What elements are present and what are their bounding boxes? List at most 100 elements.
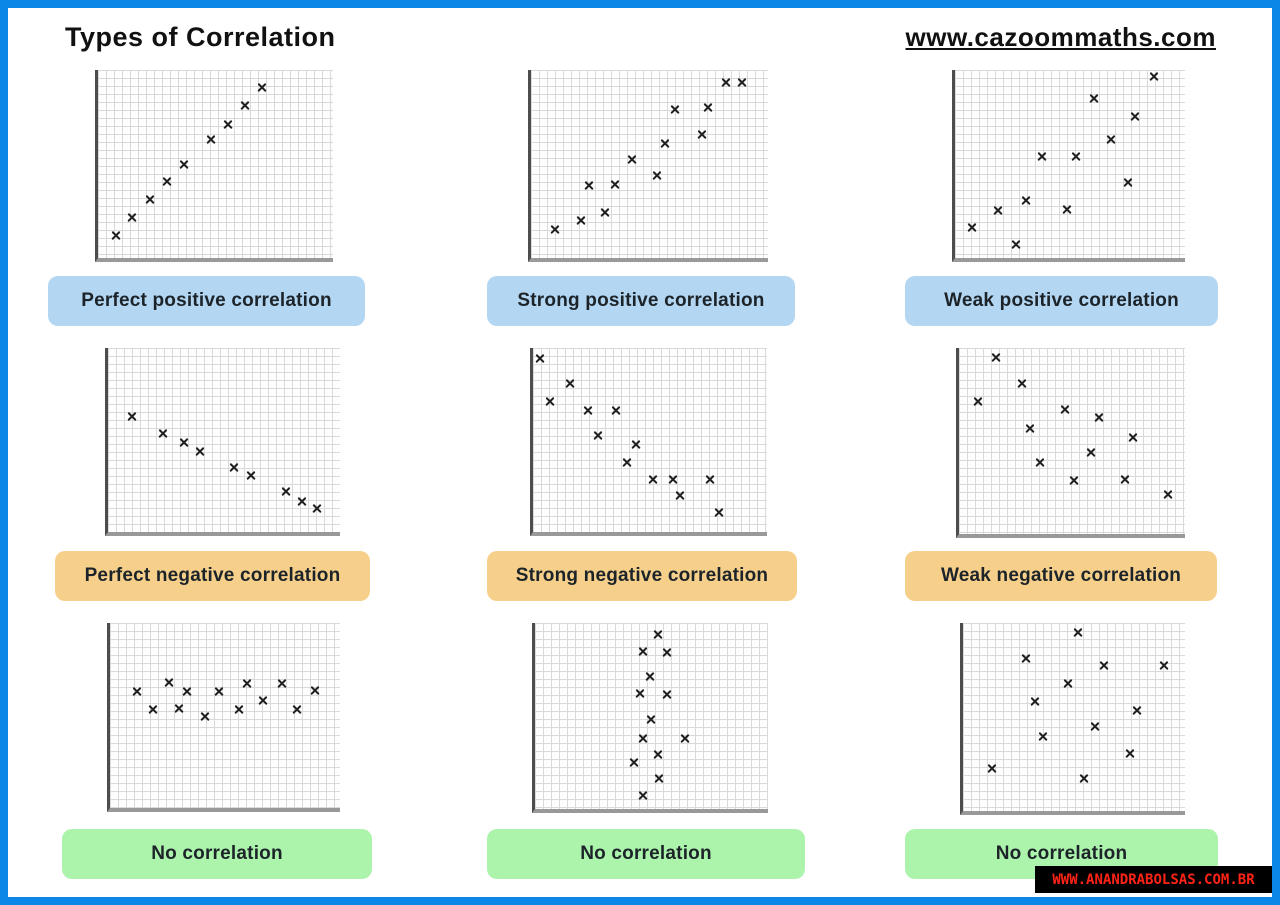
data-point-x-marker [1059,404,1070,415]
data-point-x-marker [634,688,645,699]
data-point-x-marker [246,470,257,481]
scatter-plot-perfect-positive [95,70,333,262]
data-point-x-marker [611,405,622,416]
label-perfect-positive: Perfect positive correlation [48,276,365,326]
data-point-x-marker [182,686,193,697]
data-point-x-marker [653,629,664,640]
label-strong-negative: Strong negative correlation [487,551,797,601]
data-point-x-marker [986,763,997,774]
data-point-x-marker [148,704,159,715]
data-point-x-marker [240,100,251,111]
data-point-x-marker [1094,412,1105,423]
data-point-x-marker [990,352,1001,363]
data-point-x-marker [609,179,620,190]
scatter-plot-weak-negative [956,348,1185,538]
data-point-x-marker [1070,151,1081,162]
data-point-x-marker [972,396,983,407]
data-point-x-marker [162,176,173,187]
data-point-x-marker [1163,489,1174,500]
data-point-x-marker [668,474,679,485]
label-no-correlation-2: No correlation [487,829,805,879]
data-point-x-marker [967,222,978,233]
data-point-x-marker [1123,177,1134,188]
data-point-x-marker [584,180,595,191]
scatter-plot-no-correlation-1 [107,623,340,812]
data-point-x-marker [637,790,648,801]
data-point-x-marker [1149,71,1160,82]
data-point-x-marker [214,686,225,697]
data-point-x-marker [535,353,546,364]
data-point-x-marker [205,134,216,145]
data-point-x-marker [1034,457,1045,468]
data-point-x-marker [582,405,593,416]
scatter-plot-no-correlation-2 [532,623,768,813]
data-point-x-marker [992,205,1003,216]
data-point-x-marker [653,749,664,760]
data-point-x-marker [1089,93,1100,104]
data-point-x-marker [131,686,142,697]
data-point-x-marker [1120,474,1131,485]
data-point-x-marker [637,733,648,744]
scatter-plot-no-correlation-3 [960,623,1185,815]
data-point-x-marker [194,446,205,457]
data-point-x-marker [174,703,185,714]
data-point-x-marker [564,378,575,389]
data-point-x-marker [1010,239,1021,250]
data-point-x-marker [229,462,240,473]
data-point-x-marker [179,159,190,170]
data-point-x-marker [1016,378,1027,389]
data-point-x-marker [292,704,303,715]
data-point-x-marker [545,396,556,407]
data-point-x-marker [199,711,210,722]
scatter-plot-strong-positive [528,70,768,262]
scatter-plot-weak-positive [952,70,1185,262]
data-point-x-marker [310,685,321,696]
data-point-x-marker [674,490,685,501]
data-point-x-marker [576,215,587,226]
data-point-x-marker [647,474,658,485]
data-point-x-marker [702,102,713,113]
data-point-x-marker [1090,721,1101,732]
data-point-x-marker [1128,432,1139,443]
data-point-x-marker [654,773,665,784]
data-point-x-marker [1037,731,1048,742]
data-point-x-marker [670,104,681,115]
data-point-x-marker [652,170,663,181]
data-point-x-marker [644,671,655,682]
website-link: www.cazoommaths.com [905,22,1216,52]
data-point-x-marker [549,224,560,235]
data-point-x-marker [1069,475,1080,486]
label-perfect-negative: Perfect negative correlation [55,551,370,601]
data-point-x-marker [1132,705,1143,716]
data-point-x-marker [223,119,234,130]
data-point-x-marker [621,457,632,468]
data-point-x-marker [242,678,253,689]
data-point-x-marker [1079,773,1090,784]
data-point-x-marker [1159,660,1170,671]
data-point-x-marker [626,154,637,165]
page-title: Types of Correlation [65,22,336,52]
data-point-x-marker [1073,627,1084,638]
data-point-x-marker [126,411,137,422]
scatter-plot-perfect-negative [105,348,340,536]
data-point-x-marker [628,757,639,768]
data-point-x-marker [1063,678,1074,689]
data-point-x-marker [312,503,323,514]
data-point-x-marker [1099,660,1110,671]
data-point-x-marker [720,77,731,88]
data-point-x-marker [1024,423,1035,434]
data-point-x-marker [714,507,725,518]
data-point-x-marker [158,428,169,439]
data-point-x-marker [737,77,748,88]
data-point-x-marker [145,194,156,205]
label-weak-negative: Weak negative correlation [905,551,1217,601]
data-point-x-marker [256,82,267,93]
data-point-x-marker [704,474,715,485]
data-point-x-marker [637,646,648,657]
data-point-x-marker [645,714,656,725]
data-point-x-marker [110,230,121,241]
data-point-x-marker [257,695,268,706]
data-point-x-marker [297,496,308,507]
data-point-x-marker [1029,696,1040,707]
